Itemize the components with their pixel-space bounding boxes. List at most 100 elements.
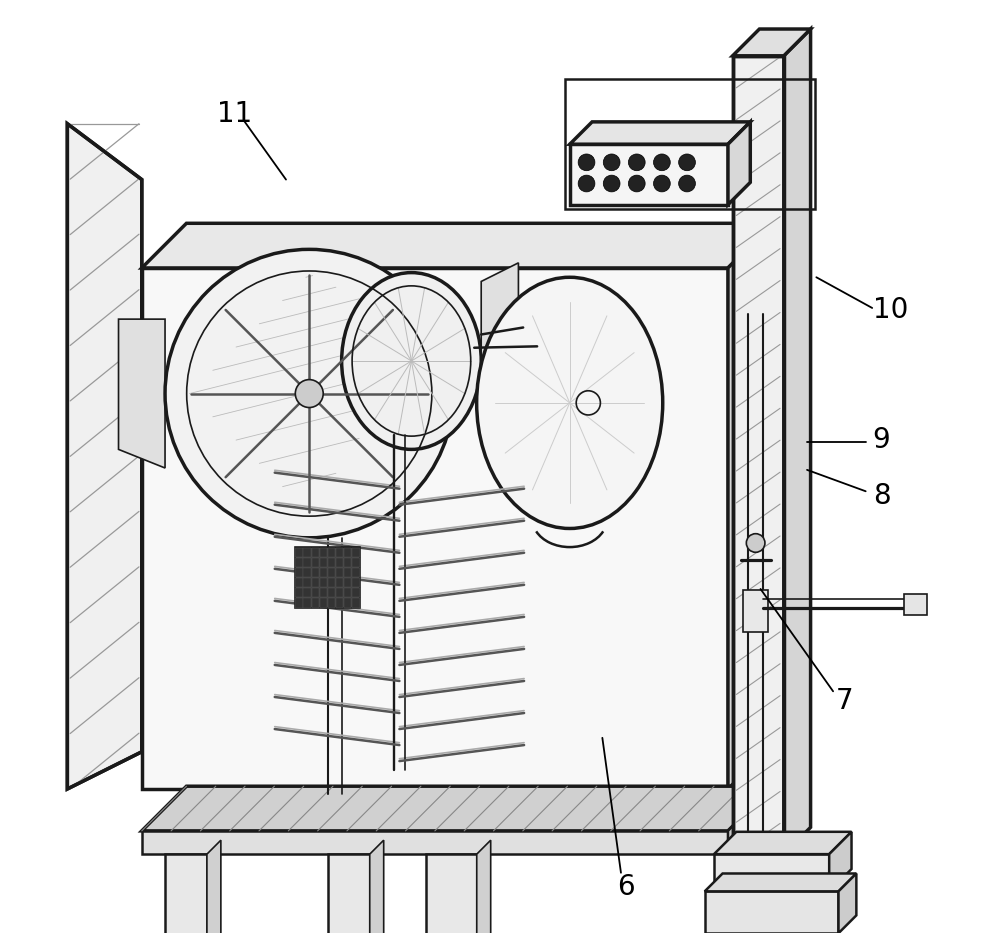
Bar <box>165 855 207 936</box>
Polygon shape <box>142 224 773 268</box>
Polygon shape <box>119 319 165 468</box>
Bar <box>743 590 768 632</box>
Circle shape <box>603 175 620 192</box>
Polygon shape <box>829 832 852 891</box>
Bar <box>344 558 351 567</box>
Bar <box>714 855 829 891</box>
Bar <box>295 589 303 597</box>
Polygon shape <box>728 786 773 855</box>
Ellipse shape <box>477 277 663 529</box>
Text: 10: 10 <box>873 296 908 324</box>
Bar <box>344 578 351 588</box>
Text: 8: 8 <box>873 482 890 510</box>
Bar <box>320 568 327 578</box>
Circle shape <box>603 154 620 170</box>
Bar <box>336 548 343 557</box>
Bar <box>320 548 327 557</box>
Bar <box>328 548 335 557</box>
Polygon shape <box>207 841 221 936</box>
Circle shape <box>628 154 645 170</box>
Bar <box>320 589 327 597</box>
Bar <box>320 598 327 607</box>
Bar <box>352 568 360 578</box>
Bar <box>352 598 360 607</box>
Polygon shape <box>714 832 852 855</box>
Circle shape <box>654 154 670 170</box>
Bar <box>328 578 335 588</box>
Bar <box>312 548 319 557</box>
Bar <box>336 598 343 607</box>
Bar <box>320 578 327 588</box>
Text: 6: 6 <box>617 872 634 900</box>
Text: 9: 9 <box>873 426 890 454</box>
Bar <box>344 548 351 557</box>
Bar <box>295 578 303 588</box>
Polygon shape <box>570 122 750 144</box>
Circle shape <box>578 154 595 170</box>
Bar <box>344 589 351 597</box>
Polygon shape <box>784 29 811 855</box>
Bar <box>336 578 343 588</box>
Circle shape <box>679 175 695 192</box>
Polygon shape <box>142 786 773 831</box>
Bar <box>352 578 360 588</box>
Polygon shape <box>477 841 491 936</box>
Bar <box>303 568 311 578</box>
Bar <box>320 558 327 567</box>
Bar <box>312 558 319 567</box>
Circle shape <box>295 380 323 407</box>
Bar <box>295 558 303 567</box>
Bar <box>344 568 351 578</box>
Bar <box>303 558 311 567</box>
Bar <box>328 568 335 578</box>
Bar <box>328 598 335 607</box>
Polygon shape <box>728 224 773 789</box>
Circle shape <box>679 154 695 170</box>
Polygon shape <box>705 873 856 891</box>
Bar <box>336 568 343 578</box>
Circle shape <box>628 175 645 192</box>
Bar <box>303 578 311 588</box>
Bar <box>295 598 303 607</box>
Bar <box>336 558 343 567</box>
Circle shape <box>578 175 595 192</box>
Bar <box>295 548 303 557</box>
Bar <box>312 578 319 588</box>
Bar <box>733 56 784 855</box>
Circle shape <box>654 175 670 192</box>
Bar <box>352 548 360 557</box>
Bar <box>303 548 311 557</box>
Bar <box>352 558 360 567</box>
Bar <box>352 589 360 597</box>
Bar <box>344 598 351 607</box>
Text: 7: 7 <box>835 687 853 714</box>
Bar <box>312 568 319 578</box>
Bar <box>328 589 335 597</box>
Bar <box>426 855 477 936</box>
Polygon shape <box>838 873 856 933</box>
Circle shape <box>165 249 453 538</box>
Bar <box>312 589 319 597</box>
Bar <box>570 144 728 205</box>
Bar <box>328 558 335 567</box>
Bar <box>565 79 815 210</box>
Bar <box>328 855 370 936</box>
Bar <box>303 598 311 607</box>
Bar <box>336 589 343 597</box>
Text: 11: 11 <box>217 100 252 128</box>
Bar <box>733 56 784 855</box>
Polygon shape <box>733 29 811 56</box>
Polygon shape <box>370 841 384 936</box>
Bar <box>705 891 838 933</box>
Polygon shape <box>67 124 142 789</box>
Bar <box>295 568 303 578</box>
Circle shape <box>746 534 765 552</box>
Ellipse shape <box>342 272 481 449</box>
Bar <box>312 598 319 607</box>
Bar <box>295 547 360 607</box>
Polygon shape <box>142 268 728 789</box>
Polygon shape <box>728 122 750 205</box>
Bar <box>303 589 311 597</box>
Bar <box>904 594 927 615</box>
Polygon shape <box>142 831 728 855</box>
